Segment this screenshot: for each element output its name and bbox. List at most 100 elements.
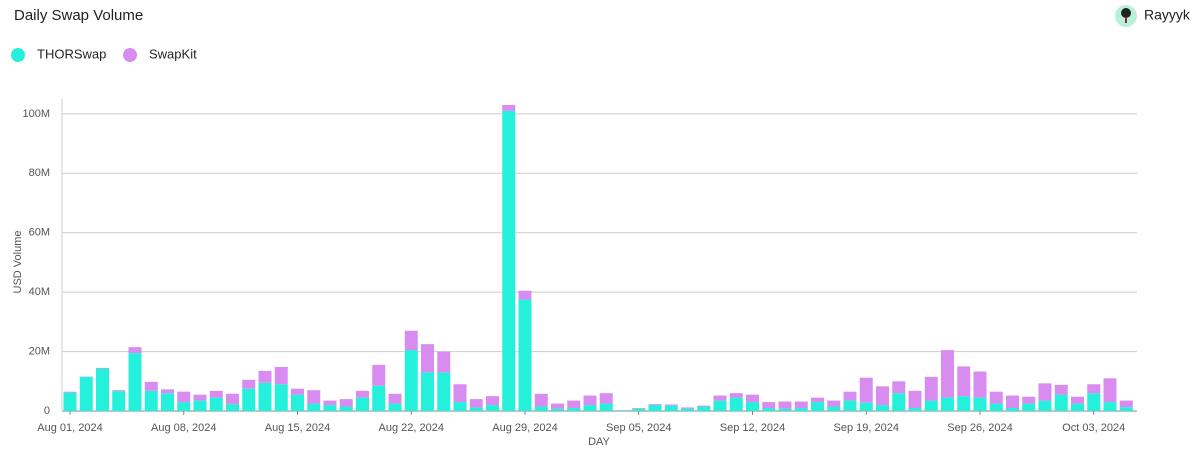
bar-segment [649,404,662,405]
bar-segment [730,393,743,397]
bar-segment [535,394,548,407]
bar-segment [551,409,564,411]
y-tick-label: 40M [29,286,50,298]
bar-segment [405,350,418,411]
bar-segment [876,405,889,411]
bar-segment [990,392,1003,404]
bar-segment [697,407,710,411]
y-tick-label: 100M [22,108,50,120]
bar-segment [129,347,142,353]
bar-segment [974,398,987,411]
x-axis-label: DAY [588,436,610,448]
bar-segment [405,331,418,350]
bar-segment [811,398,824,402]
legend-marker [123,48,137,62]
bar-segment [502,111,515,411]
bar-segment [681,407,694,408]
bar-segment [1120,401,1133,408]
bar-segment [1104,378,1117,402]
bar-segment [714,401,727,411]
bar-segment [941,398,954,411]
bar-segment [1039,383,1052,400]
bar-segment [844,392,857,401]
bar-segment [1120,407,1133,411]
bar-segment [226,394,239,404]
bar-segment [210,398,223,411]
bar-segment [470,407,483,411]
bar-segment [194,401,207,411]
bar-segment [909,391,922,408]
bar-segment [454,402,467,411]
bar-segment [161,389,174,393]
bar-segment [177,392,190,402]
bar-segment [64,392,77,393]
bar-segment [502,105,515,111]
bar-segment [600,393,613,403]
legend-label: THORSwap [37,46,106,61]
bar-segment [649,405,662,411]
bar-segment [437,352,450,373]
x-tick-label: Oct 03, 2024 [1062,422,1125,434]
x-tick-label: Sep 05, 2024 [606,422,671,434]
bar-segment [714,396,727,401]
x-tick-label: Sep 12, 2024 [720,422,785,434]
bar-segment [584,396,597,406]
bar-segment [925,401,938,411]
bar-segment [860,403,873,411]
bar-segment [161,393,174,411]
bar-segment [974,371,987,397]
bar-segment [1039,401,1052,411]
x-tick-label: Aug 22, 2024 [379,422,444,434]
bar-segment [324,401,337,405]
bar-segment [454,384,467,402]
bar-segment [535,407,548,411]
bar-segment [844,401,857,411]
x-tick-label: Aug 01, 2024 [37,422,102,434]
bar-segment [730,398,743,411]
bar-segment [665,404,678,405]
bar-segment [519,300,532,411]
bar-segment [129,353,142,411]
avatar-icon [1121,8,1131,18]
bar-segment [762,402,775,408]
bar-segment [324,405,337,411]
bar-segment [584,405,597,411]
y-axis-label: USD Volume [12,231,24,294]
bar-segment [892,393,905,411]
x-tick-label: Aug 15, 2024 [265,422,330,434]
x-tick-label: Sep 19, 2024 [834,422,899,434]
bar-segment [941,350,954,398]
bar-segment [112,390,125,391]
user-name[interactable]: Rayyyk [1144,7,1191,23]
bar-segment [632,409,645,411]
bar-segment [421,372,434,411]
bar-segment [307,404,320,411]
bar-segment [177,402,190,411]
bar-segment [779,409,792,411]
bar-segment [356,398,369,411]
y-tick-label: 80M [29,167,50,179]
bar-segment [389,404,402,411]
bar-segment [307,390,320,403]
bar-segment [372,365,385,386]
bar-segment [909,408,922,411]
bar-segment [827,407,840,411]
bar-segment [1022,397,1035,404]
bar-segment [96,368,109,369]
bar-segment [356,391,369,398]
bar-segment [892,381,905,393]
bar-segment [957,396,970,411]
bar-segment [242,389,255,411]
bar-segment [242,380,255,389]
bar-segment [1104,402,1117,411]
y-tick-label: 20M [29,345,50,357]
bar-segment [291,389,304,395]
bar-segment [372,386,385,411]
bar-segment [421,344,434,372]
bar-segment [1006,396,1019,408]
bar-segment [340,399,353,406]
bar-segment [1006,408,1019,411]
bar-segment [811,402,824,411]
bar-segment [470,399,483,407]
